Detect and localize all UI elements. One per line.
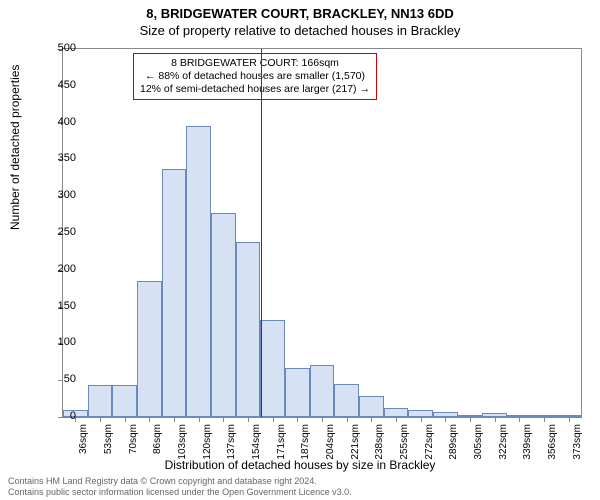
x-tick xyxy=(273,417,274,422)
y-tick xyxy=(58,380,63,381)
bar xyxy=(384,408,409,417)
y-tick-label: 50 xyxy=(64,373,76,385)
x-tick xyxy=(347,417,348,422)
x-tick-label: 103sqm xyxy=(177,424,188,460)
bar xyxy=(162,169,187,417)
x-tick xyxy=(297,417,298,422)
x-tick xyxy=(470,417,471,422)
bar xyxy=(88,385,113,417)
x-tick-label: 137sqm xyxy=(226,424,237,460)
x-tick-label: 255sqm xyxy=(399,424,410,460)
x-tick-label: 86sqm xyxy=(152,424,163,454)
x-tick xyxy=(445,417,446,422)
x-tick xyxy=(174,417,175,422)
bar xyxy=(334,384,359,417)
x-tick xyxy=(519,417,520,422)
x-tick-label: 373sqm xyxy=(572,424,583,460)
y-tick-label: 150 xyxy=(58,300,76,312)
x-axis-label: Distribution of detached houses by size … xyxy=(0,458,600,472)
bar xyxy=(112,385,137,417)
x-tick-label: 272sqm xyxy=(424,424,435,460)
bar xyxy=(359,396,384,417)
x-tick-label: 171sqm xyxy=(276,424,287,460)
y-tick-label: 350 xyxy=(58,152,76,164)
annotation-box: 8 BRIDGEWATER COURT: 166sqm ← 88% of det… xyxy=(133,53,377,100)
annotation-line2: ← 88% of detached houses are smaller (1,… xyxy=(140,70,370,83)
marker-line xyxy=(261,49,262,417)
x-tick-label: 305sqm xyxy=(473,424,484,460)
y-tick xyxy=(58,417,63,418)
x-tick xyxy=(421,417,422,422)
x-tick-label: 36sqm xyxy=(78,424,89,454)
y-tick-label: 250 xyxy=(58,226,76,238)
bar xyxy=(186,126,211,417)
bar xyxy=(137,281,162,417)
x-tick xyxy=(495,417,496,422)
title-main: 8, BRIDGEWATER COURT, BRACKLEY, NN13 6DD xyxy=(0,0,600,21)
x-tick xyxy=(371,417,372,422)
x-tick-label: 289sqm xyxy=(448,424,459,460)
y-tick-label: 450 xyxy=(58,79,76,91)
x-tick-label: 339sqm xyxy=(522,424,533,460)
x-tick xyxy=(125,417,126,422)
x-tick xyxy=(396,417,397,422)
bar xyxy=(211,213,236,417)
y-tick-label: 300 xyxy=(58,189,76,201)
x-tick-label: 187sqm xyxy=(300,424,311,460)
x-tick-label: 120sqm xyxy=(202,424,213,460)
y-tick-label: 100 xyxy=(58,336,76,348)
x-tick xyxy=(248,417,249,422)
x-tick-label: 238sqm xyxy=(374,424,385,460)
x-tick-label: 356sqm xyxy=(547,424,558,460)
title-sub: Size of property relative to detached ho… xyxy=(0,21,600,38)
y-tick-label: 500 xyxy=(58,42,76,54)
y-tick-label: 0 xyxy=(70,410,76,422)
y-axis-label: Number of detached properties xyxy=(8,65,22,230)
x-tick xyxy=(569,417,570,422)
footer: Contains HM Land Registry data © Crown c… xyxy=(8,476,352,498)
bar xyxy=(236,242,261,417)
annotation-line1: 8 BRIDGEWATER COURT: 166sqm xyxy=(140,57,370,70)
x-tick xyxy=(199,417,200,422)
x-tick-label: 154sqm xyxy=(251,424,262,460)
x-tick-label: 322sqm xyxy=(498,424,509,460)
y-tick-label: 400 xyxy=(58,116,76,128)
footer-line1: Contains HM Land Registry data © Crown c… xyxy=(8,476,352,487)
x-tick xyxy=(322,417,323,422)
y-tick-label: 200 xyxy=(58,263,76,275)
x-tick xyxy=(149,417,150,422)
annotation-line3: 12% of semi-detached houses are larger (… xyxy=(140,83,370,96)
x-tick xyxy=(223,417,224,422)
bar xyxy=(260,320,285,417)
footer-line2: Contains public sector information licen… xyxy=(8,487,352,498)
bar xyxy=(310,365,335,417)
bar xyxy=(408,410,433,417)
x-tick-label: 70sqm xyxy=(128,424,139,454)
x-tick-label: 204sqm xyxy=(325,424,336,460)
x-tick xyxy=(100,417,101,422)
bar xyxy=(285,368,310,417)
x-tick-label: 53sqm xyxy=(103,424,114,454)
chart-area: 8 BRIDGEWATER COURT: 166sqm ← 88% of det… xyxy=(62,48,582,418)
x-tick xyxy=(544,417,545,422)
x-tick-label: 221sqm xyxy=(350,424,361,460)
